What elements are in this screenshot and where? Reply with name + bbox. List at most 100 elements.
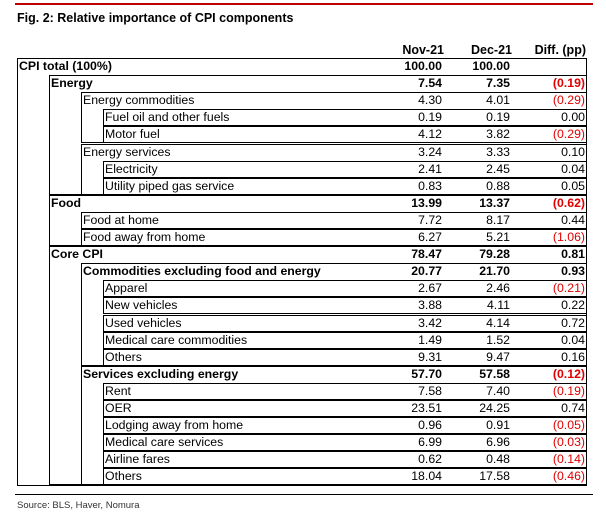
nov-21-value: 100.00 — [404, 59, 442, 73]
group-border — [81, 211, 587, 229]
table-row: Food 13.99 13.37 (0.62) — [17, 195, 587, 212]
diff-value: 0.00 — [561, 110, 585, 125]
nov-21-value: 23.51 — [411, 401, 442, 415]
group-border — [103, 160, 587, 178]
nov-21-value: 6.27 — [418, 230, 442, 244]
dec-21-value: 9.47 — [486, 349, 510, 364]
table-row: Food at home 7.72 8.17 0.44 — [17, 212, 587, 229]
diff-value: (0.29) — [552, 127, 585, 142]
nov-21-value: 6.99 — [418, 435, 442, 450]
nov-21-value: 20.77 — [411, 264, 442, 279]
nov-21-value: 13.99 — [411, 195, 442, 210]
nov-21-value: 7.58 — [418, 383, 442, 398]
nov-21-value: 9.31 — [418, 349, 442, 364]
table-row: Medical care services 6.99 6.96 (0.03) — [17, 434, 587, 451]
nov-21-value: 4.12 — [418, 127, 442, 142]
diff-value: (0.12) — [552, 366, 585, 381]
nov-21-value: 0.83 — [418, 178, 442, 193]
dec-21-value: 7.40 — [486, 383, 510, 398]
table-row: Motor fuel 4.12 3.82 (0.29) — [17, 126, 587, 143]
group-border — [103, 297, 587, 315]
group-border — [103, 126, 587, 144]
row-label: Food away from home — [83, 230, 206, 244]
group-border — [103, 109, 587, 127]
dec-21-value: 100.00 — [472, 59, 510, 73]
row-label: OER — [105, 401, 132, 415]
diff-value: (1.06) — [552, 230, 585, 244]
dec-21-value: 17.58 — [479, 469, 510, 484]
table-row: Energy 7.54 7.35 (0.19) — [17, 75, 587, 92]
table-row: Lodging away from home 0.96 0.91 (0.05) — [17, 417, 587, 434]
table-row: Utility piped gas service 0.83 0.88 0.05 — [17, 178, 587, 195]
dec-21-value: 2.45 — [486, 161, 510, 176]
row-label: Apparel — [105, 281, 148, 296]
table-row: Airline fares 0.62 0.48 (0.14) — [17, 451, 587, 468]
group-border — [103, 468, 587, 486]
table-row: Rent 7.58 7.40 (0.19) — [17, 383, 587, 400]
table-row: Services excluding energy 57.70 57.58 (0.12… — [17, 366, 587, 383]
diff-value: (0.05) — [552, 418, 585, 433]
nov-21-value: 0.62 — [418, 452, 442, 467]
row-label: New vehicles — [105, 298, 178, 313]
dec-21-value: 0.88 — [486, 178, 510, 193]
table-row: Apparel 2.67 2.46 (0.21) — [17, 280, 587, 297]
table-row: Food away from home 6.27 5.21 (1.06) — [17, 229, 587, 246]
group-border — [81, 229, 587, 247]
row-label: Services excluding energy — [83, 366, 239, 381]
dec-21-value: 1.52 — [486, 332, 510, 347]
dec-21-value: 13.37 — [479, 195, 510, 210]
diff-value: (0.14) — [552, 452, 585, 467]
header-diff: Diff. (pp) — [534, 43, 586, 57]
nov-21-value: 78.47 — [411, 247, 442, 262]
diff-value: 0.72 — [561, 315, 585, 330]
dec-21-value: 79.28 — [479, 247, 510, 262]
diff-value: 0.44 — [561, 212, 585, 227]
dec-21-value: 2.46 — [486, 281, 510, 296]
nov-21-value: 0.96 — [418, 418, 442, 433]
row-label: Electricity — [105, 161, 158, 176]
row-label: Medical care commodities — [105, 332, 248, 347]
row-label: Lodging away from home — [105, 418, 244, 433]
dec-21-value: 4.14 — [486, 315, 510, 330]
dec-21-value: 0.48 — [486, 452, 510, 467]
row-label: Fuel oil and other fuels — [105, 110, 230, 125]
group-border — [103, 280, 587, 298]
table-row: Used vehicles 3.42 4.14 0.72 — [17, 315, 587, 332]
row-label: Motor fuel — [105, 127, 160, 142]
row-label: Energy services — [83, 144, 171, 159]
diff-value: 0.74 — [561, 401, 585, 415]
row-label: Core CPI — [51, 247, 103, 262]
dec-21-value: 0.19 — [486, 110, 510, 125]
dec-21-value: 4.11 — [486, 298, 510, 313]
nov-21-value: 3.24 — [418, 144, 442, 159]
title-rule — [15, 3, 593, 5]
table-row: OER 23.51 24.25 0.74 — [17, 400, 587, 417]
cpi-components-table: CPI total (100%) 100.00 100.00 Energy 7.54 7.… — [17, 58, 587, 486]
header-nov-21: Nov-21 — [402, 43, 444, 57]
source-note: Source: BLS, Haver, Nomura — [17, 500, 140, 511]
table-row: Others 18.04 17.58 (0.46) — [17, 468, 587, 485]
table-row: Electricity 2.41 2.45 0.04 — [17, 161, 587, 178]
table-row: Core CPI 78.47 79.28 0.81 — [17, 246, 587, 263]
table-row: Others 9.31 9.47 0.16 — [17, 349, 587, 366]
dec-21-value: 8.17 — [486, 212, 510, 227]
nov-21-value: 2.67 — [418, 281, 442, 296]
dec-21-value: 24.25 — [479, 401, 510, 415]
diff-value: 0.10 — [561, 144, 585, 159]
row-label: Food at home — [83, 212, 159, 227]
group-border — [103, 177, 587, 195]
table-row: Commodities excluding food and energy 20.… — [17, 263, 587, 280]
dec-21-value: 3.33 — [486, 144, 510, 159]
dec-21-value: 0.91 — [486, 418, 510, 433]
nov-21-value: 18.04 — [411, 469, 442, 484]
nov-21-value: 3.42 — [418, 315, 442, 330]
diff-value: 0.81 — [561, 247, 585, 262]
figure-title: Fig. 2: Relative importance of CPI compo… — [17, 11, 294, 25]
table-row: Fuel oil and other fuels 0.19 0.19 0.00 — [17, 109, 587, 126]
group-border — [103, 400, 587, 418]
row-label: Energy — [51, 76, 93, 91]
dec-21-value: 6.96 — [486, 435, 510, 450]
diff-value: 0.04 — [561, 161, 585, 176]
nov-21-value: 1.49 — [418, 332, 442, 347]
table-row: Energy commodities 4.30 4.01 (0.29) — [17, 92, 587, 109]
